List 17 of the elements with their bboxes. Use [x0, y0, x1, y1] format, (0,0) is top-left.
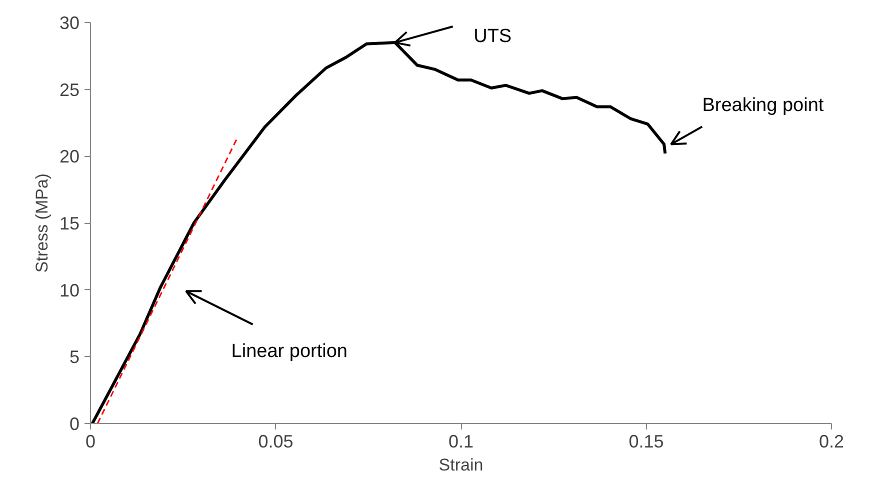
y-tick-label: 10: [59, 280, 80, 300]
y-tick-label: 20: [59, 146, 80, 167]
annotation: Linear portion: [231, 340, 348, 362]
annotation: UTS: [474, 26, 512, 48]
y-axis-title: Stress (MPa): [32, 173, 52, 273]
x-tick-label: 0.05: [258, 432, 294, 452]
x-tick-label: 0.1: [448, 432, 474, 452]
x-axis-title: Strain: [438, 456, 484, 474]
x-tick-label: 0: [85, 432, 96, 452]
x-tick-label: 0.2: [818, 432, 844, 452]
y-tick-label: 25: [59, 80, 80, 100]
y-tick-label: 30: [59, 13, 80, 33]
annotation: Breaking point: [702, 94, 824, 116]
x-tick-label: 0.15: [628, 432, 664, 452]
y-tick-label: 0: [69, 414, 80, 434]
y-tick-label: 5: [69, 347, 80, 368]
y-tick-label: 15: [59, 214, 80, 234]
